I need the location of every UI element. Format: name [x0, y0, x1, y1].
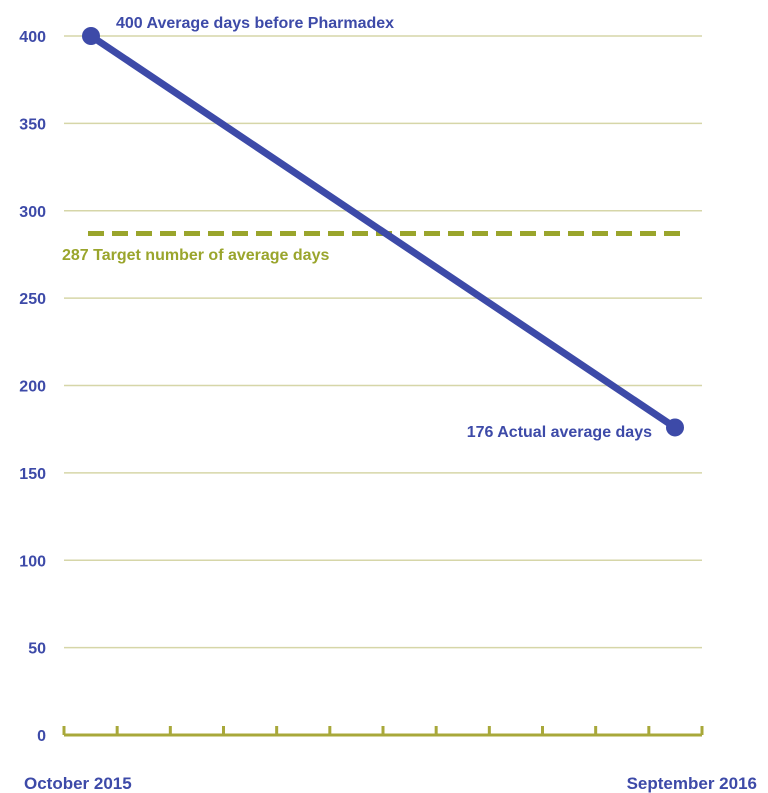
data-point: [666, 418, 684, 437]
y-tick-label: 350: [19, 116, 46, 133]
x-tick-label-start: October 2015: [24, 774, 132, 793]
y-tick-label: 50: [28, 641, 46, 658]
y-axis-tick-labels: 0 50 100 150 200 250 300 350 400: [19, 29, 46, 745]
annotation-end: 176 Actual average days: [467, 424, 652, 441]
y-tick-label: 0: [37, 728, 46, 745]
y-tick-label: 400: [19, 29, 46, 46]
y-tick-label: 250: [19, 291, 46, 308]
x-axis: [62, 726, 704, 737]
x-tick-label-end: September 2016: [627, 774, 757, 793]
series-line: [87, 32, 679, 431]
y-tick-label: 200: [19, 379, 46, 396]
data-point: [82, 27, 100, 45]
y-tick-label: 150: [19, 466, 46, 483]
annotation-target: 287 Target number of average days: [62, 247, 329, 264]
gridlines: [64, 35, 702, 649]
annotation-start: 400 Average days before Pharmadex: [116, 15, 394, 32]
y-tick-label: 300: [19, 204, 46, 221]
y-tick-label: 100: [19, 553, 46, 570]
series-actual: [82, 27, 684, 437]
